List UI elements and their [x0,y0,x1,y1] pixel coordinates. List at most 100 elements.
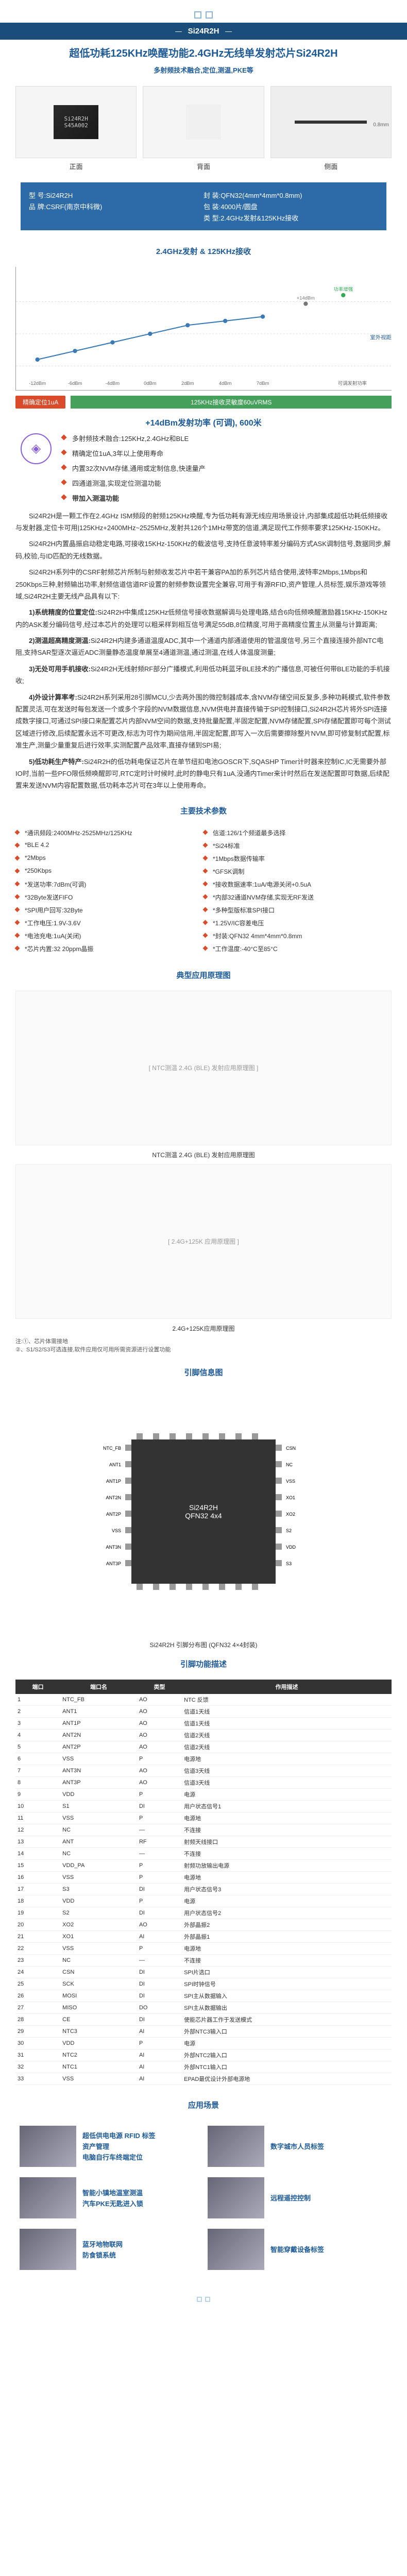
application-image [208,2229,264,2270]
svg-text:ANT2P: ANT2P [106,1512,121,1517]
chip-images-row: Si24R2H S45A002 正面 背面 0.8mm 侧面 [0,81,407,176]
header-bar: Si24R2H [0,23,407,40]
pin-diagram-label: Si24R2H 引脚分布图 (QFN32 4×4封装) [0,1640,407,1649]
param-cell: *工作温度:-40°C至85°C [204,942,392,955]
svg-text:-6dBm: -6dBm [68,380,82,385]
chip-front-image: Si24R2H S45A002 [15,86,137,158]
param-cell: *2Mbps [15,852,204,865]
param-cell: *通讯频段:2400MHz-2525MHz/125KHz [15,826,204,839]
application-item: 智能穿戴设备标签 [204,2224,392,2275]
svg-text:ANT1: ANT1 [109,1462,121,1467]
pin-table-body: 1NTC_FBAONTC 反馈2ANT1AO信道1天线3ANT1PAO信道1天线… [15,1694,392,2085]
table-row: 11VSSP电源地 [15,1812,392,1824]
section-pin-desc-title: 引脚功能描述 [0,1649,407,1674]
svg-text:NC: NC [286,1462,293,1467]
param-cell: *封装:QFN32 4mm*4mm*0.8mm [204,929,392,942]
chip-back-box: 背面 [143,86,264,171]
chip-side-box: 0.8mm 侧面 [270,86,392,171]
svg-text:4dBm: 4dBm [219,380,232,385]
chip-side-image: 0.8mm [270,86,392,158]
param-cell: *BLE 4.2 [15,839,204,852]
application-item: 智能小镇地温室测温汽车PKE无匙进入锁 [15,2172,204,2224]
table-row: 21XO1AI外部晶振1 [15,1930,392,1942]
svg-text:2dBm: 2dBm [181,380,194,385]
table-row: 15VDD_PAP射频功放输出电源 [15,1859,392,1871]
table-row: 6VSSP电源地 [15,1753,392,1765]
section-diagrams-title: 典型应用原理图 [0,960,407,986]
param-cell: *GFSK调制 [204,865,392,878]
application-item: 数字城市人员标签 [204,2121,392,2172]
application-image [208,2177,264,2218]
param-cell: *250Kbps [15,865,204,878]
diagram-note: 注:①、芯片体需接地 ②、S1/S2/S3可选连接,软件应用仅可用所需资源进行设… [15,1337,392,1353]
table-row: 20XO2AO外部晶振2 [15,1919,392,1930]
table-row: 24CSNDISPI片选口 [15,1966,392,1978]
decorative-squares [0,0,407,23]
table-row: 23NC—不连接 [15,1954,392,1966]
table-row: 4ANT2NAO信道2天线 [15,1729,392,1741]
paragraph: Si24R2H系列中的CSRF射频芯片所制与射频收发芯片中若干兼容PA加的系列芯… [15,566,392,602]
svg-text:可调发射功率: 可调发射功率 [338,380,367,385]
table-row: 26MOSIDISPI主从数据输入 [15,1990,392,2002]
chart-badges: 精确定位1uA 125KHz接收灵敏度60uVRMS [15,396,392,409]
application-item: 超低供电电源 RFID 标签资产管理电脑自行车终端定位 [15,2121,204,2172]
application-image [20,2229,76,2270]
paragraph: 3)无处可用手机接收:Si24R2H无线射频RF部分广播模式,利用低功耗蓝牙BL… [15,663,392,687]
badge-power: 精确定位1uA [15,396,65,409]
table-row: 29NTC3AI外部NTC3输入口 [15,2025,392,2037]
svg-text:S2: S2 [286,1528,292,1533]
paragraph: 1)系统精度的位置定位:Si24R2H中集成125KHz低频信号接收数据解调与处… [15,606,392,631]
param-cell: *芯片内置:32 20ppm晶振 [15,942,204,955]
param-cell: *Si24标准 [204,839,392,852]
chip-side-label: 侧面 [270,161,392,171]
section-chart-title: 2.4GHz发射 & 125KHz接收 [0,236,407,262]
param-cell: *1Mbps数据传输率 [204,852,392,865]
table-row: 27MISODOSPI主从数据输出 [15,2002,392,2013]
pin-diagram: Si24R2H QFN32 4x4 NTC_FBCSNANT1NCANT1PVS… [70,1388,337,1635]
paragraph: Si24R2H内置晶振启动稳定电路,可接收15KHz-150KHz的载波信号,支… [15,538,392,562]
param-cell: *内部32通道NVM存储,实现无RF发送 [204,891,392,904]
diagrams-container: [ NTC测温 2.4G (BLE) 发射应用原理图 ]NTC测温 2.4G (… [0,991,407,1333]
spec-left-col: 型 号:Si24R2H品 牌:CSRF(南京中科微) [29,189,204,224]
table-row: 2ANT1AO信道1天线 [15,1705,392,1717]
chip-back-label: 背面 [143,161,264,171]
svg-text:ANT2N: ANT2N [106,1495,121,1500]
paragraph: 5)低功耗生产特产:Si24R2H的低功耗电保证芯片在单节纽扣电池GOSCR下,… [15,756,392,792]
svg-text:S3: S3 [286,1561,292,1566]
svg-text:+14dBm: +14dBm [297,295,315,300]
table-row: 12NC—不连接 [15,1824,392,1836]
application-image [208,2126,264,2167]
applications-grid: 超低供电电源 RFID 标签资产管理电脑自行车终端定位数字城市人员标签智能小镇地… [15,2121,392,2275]
svg-text:功率增强: 功率增强 [334,286,353,292]
table-row: 10S1DI用户状态信号1 [15,1800,392,1812]
power-chart: 10m20m40m-12dBm-6dBm-4dBm0dBm2dBm4dBm7dB… [15,267,392,391]
table-row: 7ANT3NAO信道3天线 [15,1765,392,1776]
section-params-title: 主要技术参数 [0,796,407,821]
pin-table: 端口端口名类型作用描述 1NTC_FBAONTC 反馈2ANT1AO信道1天线3… [15,1680,392,2085]
table-row: 1NTC_FBAONTC 反馈 [15,1694,392,1706]
chip-front-label: 正面 [15,161,137,171]
param-cell: *工作电压:1.9V-3.6V [15,917,204,929]
table-row: 16VSSP电源地 [15,1871,392,1883]
svg-text:0dBm: 0dBm [144,380,157,385]
table-row: 3ANT1PAO信道1天线 [15,1717,392,1729]
table-row: 19S2DI用户状态信号2 [15,1907,392,1919]
bullets-wrap: ◈ 多射频技术融合:125KHz,2.4GHz和BLE精确定位1uA,3年以上使… [0,433,407,503]
param-cell: *多种型版标准SPI接口 [204,904,392,917]
chart-svg: 10m20m40m-12dBm-6dBm-4dBm0dBm2dBm4dBm7dB… [16,267,392,390]
header-chip-name: Si24R2H [188,27,219,36]
paragraph: Si24R2H是一颗工作在2.4GHz ISM频段的射频125KHz唤醒,专为低… [15,510,392,534]
highlight-power: +14dBm发射功率 (可调), 600米 [0,416,407,428]
table-row: 33VSSAIEPAD最优设计外部电源地 [15,2073,392,2084]
application-image [20,2177,76,2218]
paragraph: 2)测温超高精度测温:Si24R2H内建多通道温度ADC,其中一个通道内部通道使… [15,635,392,659]
params-section: *通讯频段:2400MHz-2525MHz/125KHz信道:126/1个频道最… [15,826,392,955]
diamond-icon: ◈ [21,433,52,464]
section-pins-title: 引脚信息图 [0,1358,407,1383]
svg-text:XO1: XO1 [286,1495,295,1500]
badge-sensitivity: 125KHz接收灵敏度60uVRMS [71,396,392,409]
svg-text:ANT3P: ANT3P [106,1561,121,1566]
svg-text:ANT1P: ANT1P [106,1479,121,1484]
chip-back-image [143,86,264,158]
pin-svg: NTC_FBCSNANT1NCANT1PVSSANT2NXO1ANT2PXO2V… [70,1388,337,1635]
